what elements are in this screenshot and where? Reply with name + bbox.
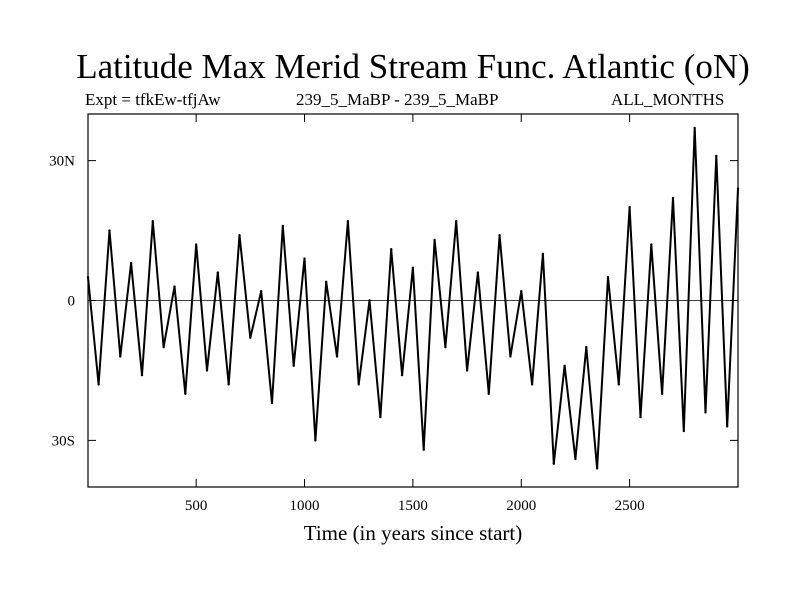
data-point bbox=[606, 275, 610, 279]
data-point bbox=[574, 457, 577, 461]
data-point bbox=[108, 229, 111, 232]
data-point bbox=[303, 257, 306, 260]
data-point bbox=[476, 271, 480, 274]
data-point bbox=[541, 252, 545, 256]
data-point bbox=[238, 234, 241, 237]
data-point bbox=[715, 154, 718, 158]
data-point bbox=[259, 289, 263, 293]
data-point bbox=[205, 369, 209, 372]
x-tick-label: 2000 bbox=[506, 498, 536, 514]
axis-layer: 500 1000 1500 2000 2500 30N 0 30S bbox=[49, 114, 738, 514]
data-point bbox=[194, 243, 198, 246]
y-tick-label: 30N bbox=[49, 154, 75, 170]
y-tick-label: 0 bbox=[68, 294, 76, 310]
data-point bbox=[444, 345, 447, 349]
data-point bbox=[660, 392, 664, 395]
data-point bbox=[455, 220, 458, 223]
data-point bbox=[520, 289, 523, 293]
chart-title: Latitude Max Merid Stream Func. Atlantic… bbox=[76, 47, 750, 86]
x-axis-label: Time (in years since start) bbox=[303, 521, 523, 545]
data-point bbox=[400, 373, 404, 377]
data-point bbox=[628, 206, 631, 209]
data-point bbox=[281, 224, 285, 228]
data-point bbox=[671, 196, 675, 200]
data-point bbox=[411, 266, 415, 270]
data-point bbox=[173, 285, 176, 288]
data-point bbox=[162, 345, 165, 349]
data-point bbox=[129, 262, 133, 265]
data-point bbox=[227, 383, 230, 386]
data-point bbox=[270, 401, 274, 405]
data-point bbox=[151, 220, 155, 223]
data-point bbox=[292, 364, 295, 367]
data-point bbox=[379, 415, 382, 419]
series-layer bbox=[86, 126, 740, 470]
data-point bbox=[530, 383, 534, 386]
data-point bbox=[184, 392, 187, 395]
data-point bbox=[682, 429, 686, 433]
plot-frame bbox=[87, 113, 739, 488]
x-tick-label: 1500 bbox=[398, 498, 428, 514]
data-point bbox=[617, 383, 620, 386]
data-point bbox=[368, 299, 371, 302]
data-point bbox=[487, 392, 490, 395]
data-point bbox=[725, 425, 729, 428]
data-point bbox=[552, 462, 555, 465]
data-point bbox=[97, 383, 100, 386]
data-point bbox=[693, 126, 696, 130]
x-tick-label: 500 bbox=[185, 498, 208, 514]
data-point bbox=[704, 411, 707, 414]
data-point bbox=[563, 364, 566, 367]
data-point bbox=[335, 355, 339, 358]
data-point bbox=[422, 448, 425, 451]
data-point bbox=[498, 234, 501, 237]
data-point bbox=[357, 383, 360, 386]
data-point bbox=[119, 355, 122, 358]
data-point bbox=[595, 467, 599, 470]
data-point bbox=[433, 238, 436, 242]
period-label: 239_5_MaBP - 239_5_MaBP bbox=[296, 90, 499, 109]
data-point bbox=[324, 280, 328, 284]
y-tick-label: 30S bbox=[52, 433, 75, 449]
data-point bbox=[585, 345, 588, 349]
data-point bbox=[140, 373, 144, 377]
x-tick-label: 1000 bbox=[290, 498, 320, 514]
months-label: ALL_MONTHS bbox=[611, 90, 725, 109]
experiment-label: Expt = tfkEw-tfjAw bbox=[85, 90, 221, 109]
data-point bbox=[314, 439, 317, 442]
data-point bbox=[509, 355, 512, 358]
data-point bbox=[465, 369, 469, 372]
data-point bbox=[249, 336, 252, 339]
data-point bbox=[650, 243, 653, 246]
x-tick-label: 2500 bbox=[615, 498, 645, 514]
data-point bbox=[216, 271, 220, 274]
data-point bbox=[639, 415, 642, 419]
data-point bbox=[346, 220, 350, 223]
data-point bbox=[390, 248, 393, 251]
